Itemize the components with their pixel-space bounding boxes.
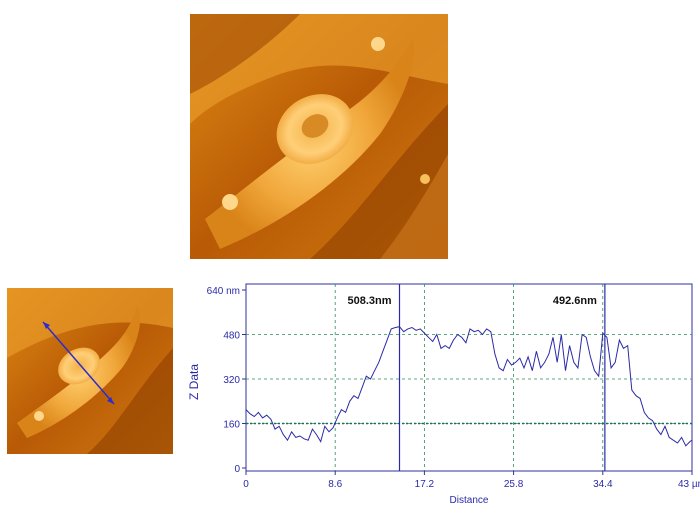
y-tick-label: 640 nm (207, 286, 240, 297)
x-tick-label: 0 (243, 479, 249, 490)
plot-frame (245, 283, 693, 472)
axes: 0 160 320 480 640 nm 0 8.6 17.2 25.8 34.4 43 µm (207, 286, 700, 490)
marker-label: 492.6nm (553, 295, 597, 307)
y-tick-label: 0 (234, 464, 240, 475)
afm-topography-image (190, 14, 448, 259)
x-tick-label: 34.4 (593, 479, 613, 490)
markers: 508.3nm 492.6nm (347, 284, 606, 471)
y-tick-label: 160 (223, 420, 240, 431)
x-tick-label: 8.6 (328, 479, 342, 490)
x-tick-label: 25.8 (504, 479, 524, 490)
y-tick-label: 480 (223, 331, 240, 342)
y-tick-label: 320 (223, 375, 240, 386)
marker-label: 508.3nm (347, 295, 391, 307)
profile-line-series (245, 326, 693, 447)
x-tick-label: 17.2 (415, 479, 435, 490)
grid (246, 284, 692, 471)
profile-line[interactable] (42, 321, 115, 405)
x-tick-label: 43 µm (678, 479, 700, 490)
afm-profile-image (7, 288, 173, 454)
x-axis-label: Distance (450, 495, 489, 506)
y-axis-label: Z Data (187, 364, 201, 400)
